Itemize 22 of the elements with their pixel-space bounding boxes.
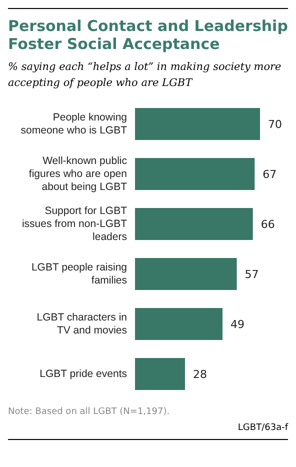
data-label: 67 [262,168,277,181]
bar [135,108,260,140]
y-tick-label: LGBT characters in TV and movies [36,311,128,336]
bar [135,258,237,290]
data-label: 66 [260,218,275,231]
bar [135,208,253,240]
y-tick-label: LGBT people raising families [31,261,128,286]
data-label: 49 [230,318,244,331]
bar [135,308,222,340]
y-tick-label: LGBT pride events [40,368,127,380]
data-label: 57 [244,268,259,281]
data-label: 28 [193,368,207,381]
y-tick-label: Support for LGBT issues from non-LGBT leaders [22,204,128,243]
bar [135,158,255,190]
text: Note: Based on all LGBT (N=1,197). [8,407,170,417]
bar [135,358,185,390]
chart-subtitle: % saying each “helps a lot” in making society more accepting of people who are LGBT [8,60,282,91]
chart-title: Personal Contact and Leadership Foster Social Acceptance [8,17,288,53]
y-tick-label: Well-known public figures who are open about being LGBT [28,154,128,193]
y-tick-label: People knowing someone who is LGBT [20,111,128,136]
text: LGBT/63a-f [236,423,288,433]
data-label: 70 [268,118,282,131]
